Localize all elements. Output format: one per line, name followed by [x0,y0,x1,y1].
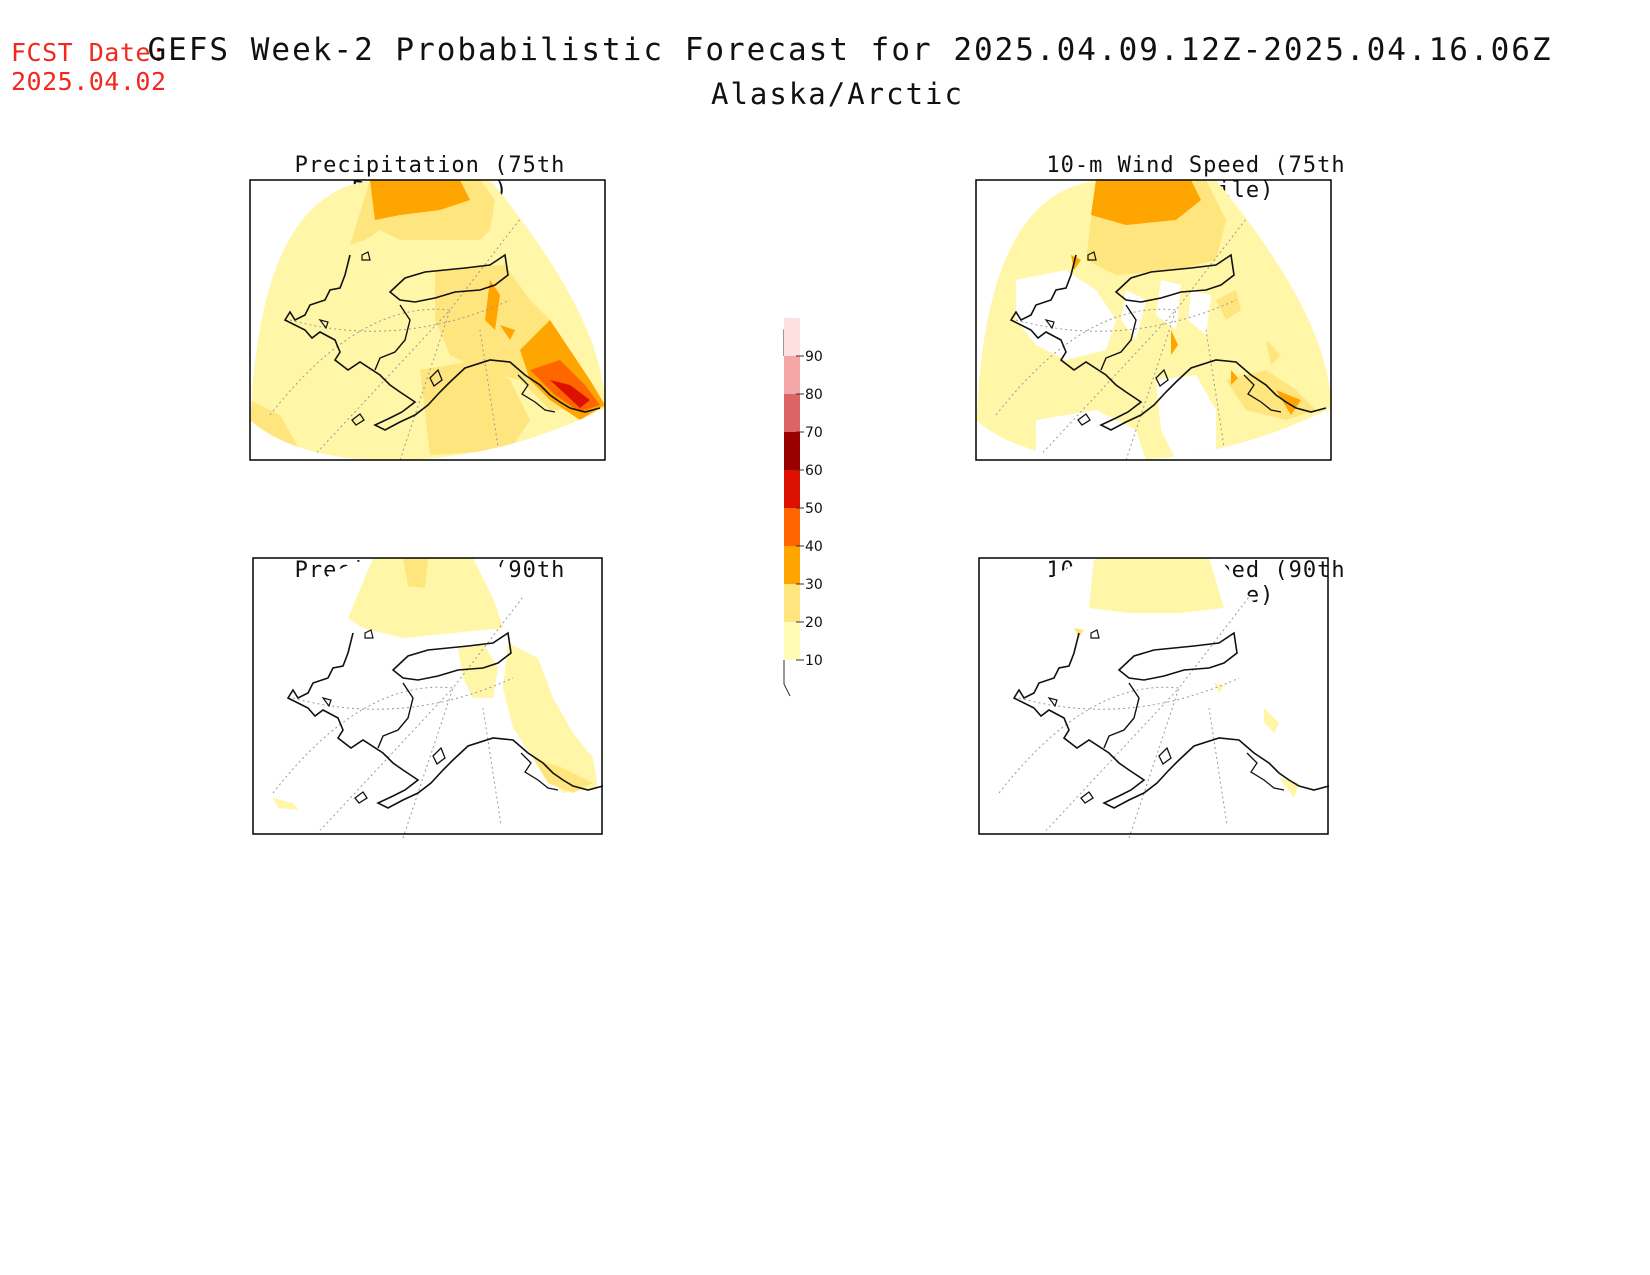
map-panel-wind-75 [975,179,1332,461]
colorbar-swatch [784,470,800,508]
map-panel-precip-90 [252,557,604,839]
map-panel-precip-75 [249,179,606,461]
colorbar-label: 20 [805,615,823,631]
forecast-date: FCST Date: 2025.04.02 [11,38,167,96]
colorbar-label: 90 [805,349,823,365]
colorbar-swatch [784,432,800,470]
colorbar-swatch [784,546,800,584]
colorbar-swatch [784,622,800,660]
colorbar-label: 80 [805,387,823,403]
region-subtitle: Alaska/Arctic [711,77,964,111]
map-panel-wind-90 [978,557,1330,839]
forecast-date-label: FCST Date: [11,38,167,67]
colorbar-swatch [784,356,800,394]
colorbar-label: 50 [805,501,823,517]
colorbar: 10 20 30 40 50 60 70 80 90 [783,317,823,697]
colorbar-swatch [784,394,800,432]
page-title: GEFS Week-2 Probabilistic Forecast for 2… [147,32,1553,68]
colorbar-swatch [784,508,800,546]
colorbar-swatch [784,584,800,622]
colorbar-label: 40 [805,539,823,555]
colorbar-label: 60 [805,463,823,479]
colorbar-label: 30 [805,577,823,593]
forecast-date-value: 2025.04.02 [11,67,167,96]
colorbar-swatch [784,318,800,356]
colorbar-label: 10 [805,653,823,669]
colorbar-label: 70 [805,425,823,441]
